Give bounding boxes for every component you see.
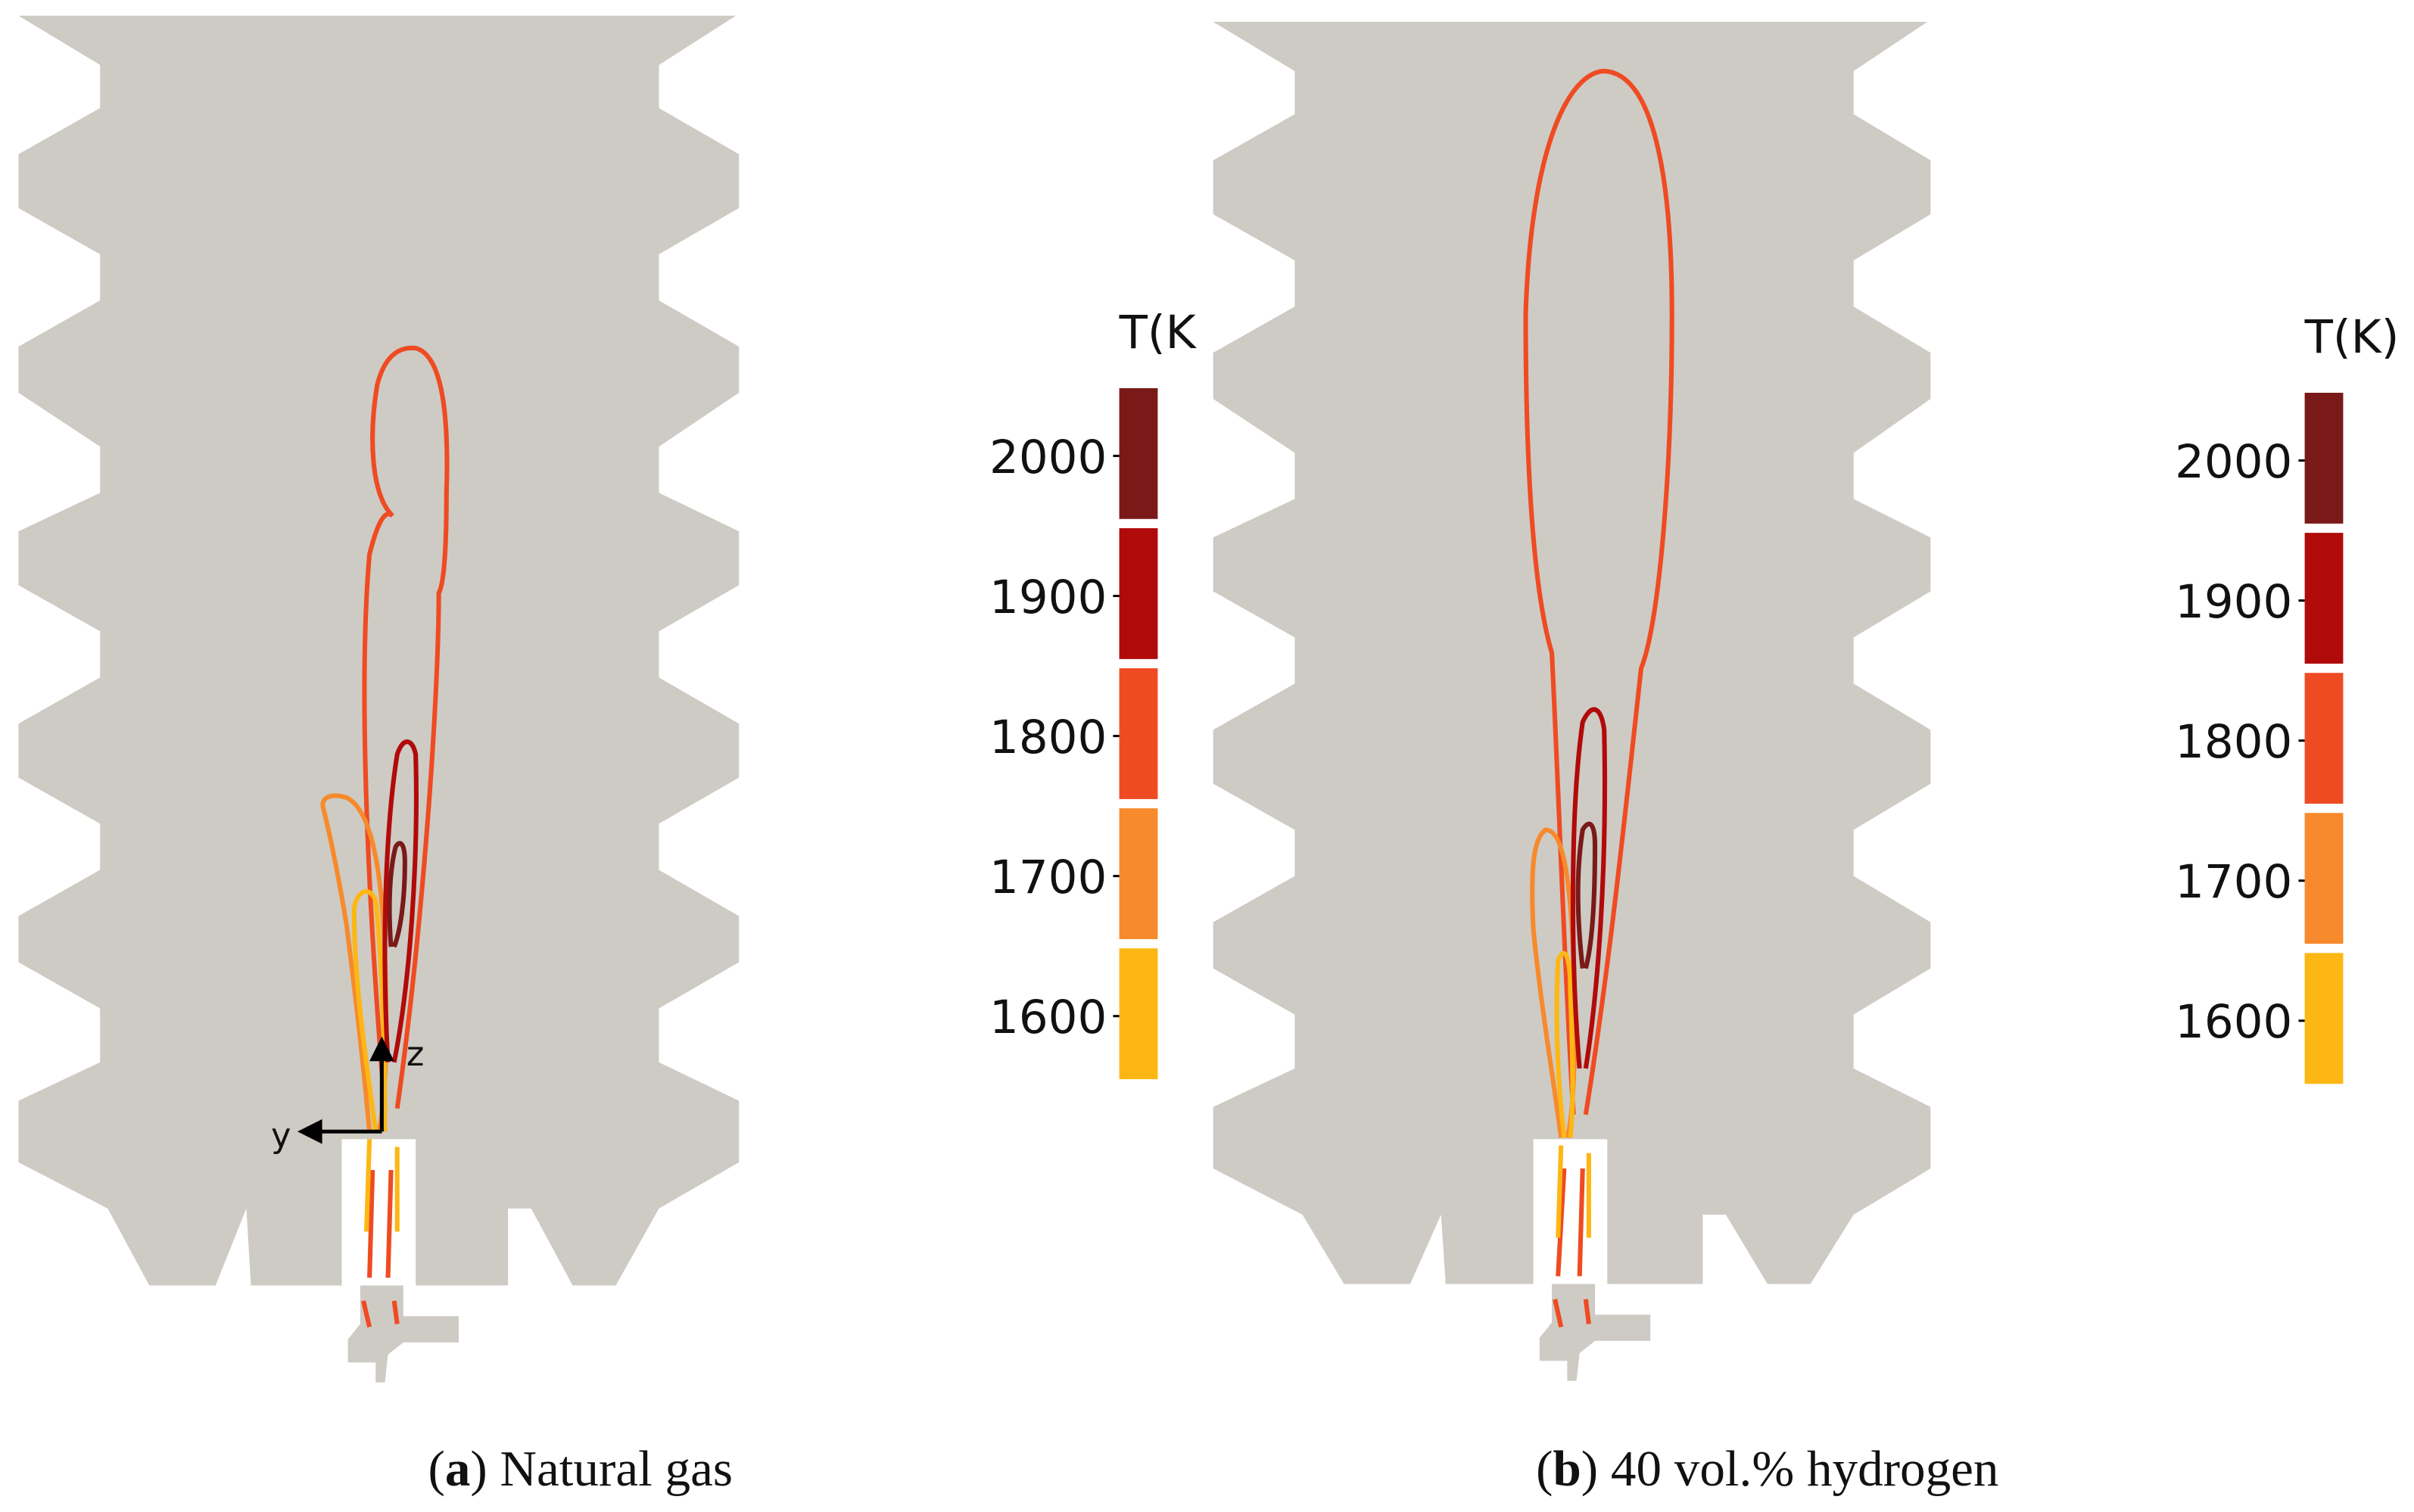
furnace (1213, 21, 1931, 1284)
furnace (18, 15, 740, 1286)
color-band (2304, 953, 2344, 1084)
legend-title: T(K) (2304, 310, 2400, 364)
caption: (b) 40 vol.% hydrogen (1536, 1440, 1998, 1497)
legend-label: 1600 (989, 991, 1107, 1044)
legend-title: T(K (1119, 306, 1198, 359)
colorbar: T(K) 2000 1900 1800 1700 1600 (2175, 310, 2399, 1084)
color-band (1119, 808, 1158, 940)
caption: (a) Natural gas (428, 1440, 733, 1497)
legend-label: 1700 (2175, 855, 2292, 909)
panel-b (1213, 21, 1931, 1381)
color-band (1119, 527, 1158, 659)
flame-contours (320, 345, 450, 1328)
flame-contours (1523, 68, 1674, 1328)
caption-part: ( (1536, 1440, 1553, 1497)
legend-label: 1700 (989, 851, 1107, 904)
colorbar: T(K 2000 1900 1800 1700 1600 (989, 306, 1198, 1080)
caption-part: ) (1581, 1440, 1598, 1497)
axes-indicator (297, 1036, 394, 1144)
color-band (1119, 668, 1158, 799)
caption-part: 40 vol.% hydrogen (1598, 1440, 1998, 1497)
color-band (2304, 393, 2344, 524)
panel-a: z y (18, 15, 740, 1383)
legend-label: 1800 (2175, 715, 2292, 769)
legend-label: 1900 (989, 571, 1107, 624)
color-band (1119, 387, 1158, 519)
legend-label: 1900 (2175, 575, 2292, 629)
legend-label: 2000 (989, 431, 1107, 484)
axis-label: z (406, 1034, 424, 1074)
caption-part: Natural gas (487, 1440, 733, 1497)
burner (347, 1285, 459, 1383)
legend-label: 1600 (2175, 995, 2292, 1049)
legend-label: 1800 (989, 711, 1107, 764)
color-band (1119, 948, 1158, 1080)
caption-part: ) (470, 1440, 487, 1497)
caption-part: a (445, 1440, 471, 1497)
caption-part: b (1553, 1440, 1581, 1497)
legend-label: 2000 (2175, 435, 2292, 489)
color-band (2304, 533, 2344, 664)
caption-part: ( (428, 1440, 444, 1497)
axis-label: y (271, 1115, 291, 1156)
color-band (2304, 673, 2344, 804)
burner (1539, 1283, 1651, 1381)
color-band (2304, 813, 2344, 944)
